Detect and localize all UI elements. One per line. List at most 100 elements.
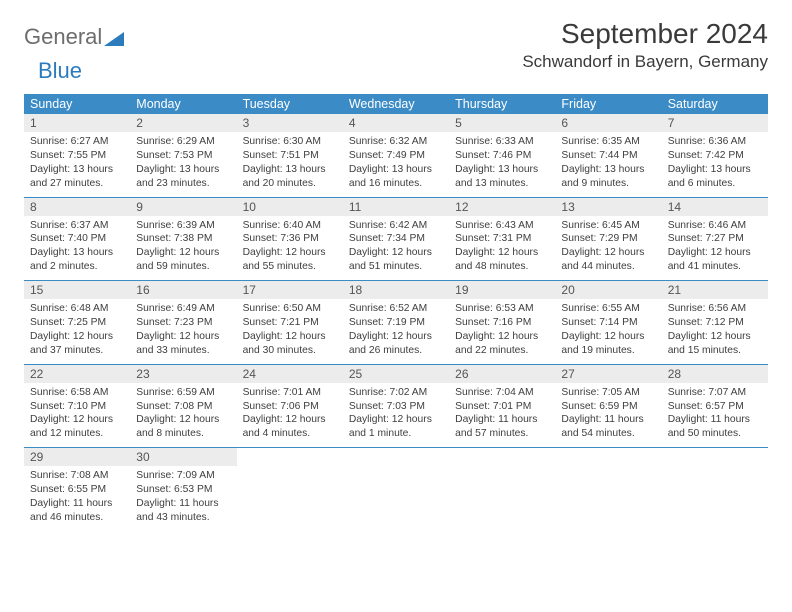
day-number: 17 [237, 281, 343, 299]
daylight-text: Daylight: 13 hours and 9 minutes. [561, 163, 655, 191]
day-number: 9 [130, 198, 236, 216]
day-number [662, 448, 768, 466]
sunset-text: Sunset: 6:59 PM [561, 400, 655, 414]
calendar-cell [662, 448, 768, 531]
sunrise-text: Sunrise: 7:02 AM [349, 386, 443, 400]
day-header: Tuesday [237, 94, 343, 114]
day-header: Saturday [662, 94, 768, 114]
cell-body: Sunrise: 7:04 AMSunset: 7:01 PMDaylight:… [449, 383, 555, 442]
sunrise-text: Sunrise: 6:29 AM [136, 135, 230, 149]
calendar-cell: 28Sunrise: 7:07 AMSunset: 6:57 PMDayligh… [662, 365, 768, 448]
day-header: Monday [130, 94, 236, 114]
cell-body: Sunrise: 6:55 AMSunset: 7:14 PMDaylight:… [555, 299, 661, 358]
calendar-cell: 29Sunrise: 7:08 AMSunset: 6:55 PMDayligh… [24, 448, 130, 531]
cell-body: Sunrise: 7:08 AMSunset: 6:55 PMDaylight:… [24, 466, 130, 525]
cell-body: Sunrise: 6:30 AMSunset: 7:51 PMDaylight:… [237, 132, 343, 191]
day-number: 11 [343, 198, 449, 216]
sunrise-text: Sunrise: 6:46 AM [668, 219, 762, 233]
cell-body: Sunrise: 6:40 AMSunset: 7:36 PMDaylight:… [237, 216, 343, 275]
daylight-text: Daylight: 13 hours and 23 minutes. [136, 163, 230, 191]
day-number [555, 448, 661, 466]
calendar-cell: 9Sunrise: 6:39 AMSunset: 7:38 PMDaylight… [130, 198, 236, 281]
day-number: 23 [130, 365, 236, 383]
sunset-text: Sunset: 7:46 PM [455, 149, 549, 163]
day-header: Thursday [449, 94, 555, 114]
cell-body: Sunrise: 6:29 AMSunset: 7:53 PMDaylight:… [130, 132, 236, 191]
weeks-container: 1Sunrise: 6:27 AMSunset: 7:55 PMDaylight… [24, 114, 768, 531]
week-row: 15Sunrise: 6:48 AMSunset: 7:25 PMDayligh… [24, 281, 768, 365]
day-number: 12 [449, 198, 555, 216]
sunrise-text: Sunrise: 6:50 AM [243, 302, 337, 316]
day-number: 25 [343, 365, 449, 383]
calendar-cell: 21Sunrise: 6:56 AMSunset: 7:12 PMDayligh… [662, 281, 768, 364]
cell-body: Sunrise: 7:07 AMSunset: 6:57 PMDaylight:… [662, 383, 768, 442]
sunset-text: Sunset: 7:19 PM [349, 316, 443, 330]
cell-body: Sunrise: 6:58 AMSunset: 7:10 PMDaylight:… [24, 383, 130, 442]
sunset-text: Sunset: 6:53 PM [136, 483, 230, 497]
calendar-cell: 5Sunrise: 6:33 AMSunset: 7:46 PMDaylight… [449, 114, 555, 197]
sunset-text: Sunset: 7:31 PM [455, 232, 549, 246]
month-title: September 2024 [522, 18, 768, 50]
logo-word1: General [24, 24, 102, 50]
cell-body: Sunrise: 6:36 AMSunset: 7:42 PMDaylight:… [662, 132, 768, 191]
daylight-text: Daylight: 12 hours and 22 minutes. [455, 330, 549, 358]
daylight-text: Daylight: 12 hours and 51 minutes. [349, 246, 443, 274]
sunrise-text: Sunrise: 6:59 AM [136, 386, 230, 400]
calendar-cell [449, 448, 555, 531]
sunset-text: Sunset: 7:08 PM [136, 400, 230, 414]
cell-body: Sunrise: 6:53 AMSunset: 7:16 PMDaylight:… [449, 299, 555, 358]
sunset-text: Sunset: 7:23 PM [136, 316, 230, 330]
daylight-text: Daylight: 12 hours and 26 minutes. [349, 330, 443, 358]
week-row: 8Sunrise: 6:37 AMSunset: 7:40 PMDaylight… [24, 198, 768, 282]
sunrise-text: Sunrise: 6:56 AM [668, 302, 762, 316]
day-number: 2 [130, 114, 236, 132]
cell-body: Sunrise: 6:27 AMSunset: 7:55 PMDaylight:… [24, 132, 130, 191]
daylight-text: Daylight: 12 hours and 55 minutes. [243, 246, 337, 274]
calendar-cell: 23 Sunrise: 6:59 AMSunset: 7:08 PMDayligh… [130, 365, 236, 448]
sunset-text: Sunset: 7:44 PM [561, 149, 655, 163]
daylight-text: Daylight: 13 hours and 27 minutes. [30, 163, 124, 191]
calendar-cell: 7Sunrise: 6:36 AMSunset: 7:42 PMDaylight… [662, 114, 768, 197]
sunset-text: Sunset: 7:29 PM [561, 232, 655, 246]
sunrise-text: Sunrise: 6:37 AM [30, 219, 124, 233]
calendar-cell: 26Sunrise: 7:04 AMSunset: 7:01 PMDayligh… [449, 365, 555, 448]
day-number: 14 [662, 198, 768, 216]
logo-word2: Blue [38, 58, 82, 84]
cell-body: Sunrise: 6:39 AMSunset: 7:38 PMDaylight:… [130, 216, 236, 275]
day-number: 28 [662, 365, 768, 383]
daylight-text: Daylight: 12 hours and 59 minutes. [136, 246, 230, 274]
sunset-text: Sunset: 7:21 PM [243, 316, 337, 330]
daylight-text: Daylight: 11 hours and 50 minutes. [668, 413, 762, 441]
sunrise-text: Sunrise: 7:09 AM [136, 469, 230, 483]
day-number: 22 [24, 365, 130, 383]
day-number: 18 [343, 281, 449, 299]
daylight-text: Daylight: 12 hours and 33 minutes. [136, 330, 230, 358]
day-number: 21 [662, 281, 768, 299]
sunrise-text: Sunrise: 6:36 AM [668, 135, 762, 149]
cell-body: Sunrise: 6:49 AMSunset: 7:23 PMDaylight:… [130, 299, 236, 358]
calendar-cell: 15Sunrise: 6:48 AMSunset: 7:25 PMDayligh… [24, 281, 130, 364]
sunset-text: Sunset: 7:10 PM [30, 400, 124, 414]
calendar-cell: 19Sunrise: 6:53 AMSunset: 7:16 PMDayligh… [449, 281, 555, 364]
sunrise-text: Sunrise: 7:04 AM [455, 386, 549, 400]
day-number: 26 [449, 365, 555, 383]
sunrise-text: Sunrise: 6:43 AM [455, 219, 549, 233]
sunset-text: Sunset: 7:01 PM [455, 400, 549, 414]
day-number: 5 [449, 114, 555, 132]
sunrise-text: Sunrise: 6:42 AM [349, 219, 443, 233]
title-block: September 2024 Schwandorf in Bayern, Ger… [522, 18, 768, 72]
sunset-text: Sunset: 7:49 PM [349, 149, 443, 163]
sunset-text: Sunset: 7:14 PM [561, 316, 655, 330]
calendar-cell: 25Sunrise: 7:02 AMSunset: 7:03 PMDayligh… [343, 365, 449, 448]
calendar-cell: 10Sunrise: 6:40 AMSunset: 7:36 PMDayligh… [237, 198, 343, 281]
daylight-text: Daylight: 12 hours and 8 minutes. [136, 413, 230, 441]
sunrise-text: Sunrise: 6:52 AM [349, 302, 443, 316]
day-number: 3 [237, 114, 343, 132]
daylight-text: Daylight: 12 hours and 15 minutes. [668, 330, 762, 358]
daylight-text: Daylight: 13 hours and 13 minutes. [455, 163, 549, 191]
week-row: 22Sunrise: 6:58 AMSunset: 7:10 PMDayligh… [24, 365, 768, 449]
calendar-cell: 4Sunrise: 6:32 AMSunset: 7:49 PMDaylight… [343, 114, 449, 197]
logo-triangle-icon [104, 28, 124, 46]
daylight-text: Daylight: 11 hours and 46 minutes. [30, 497, 124, 525]
sunrise-text: Sunrise: 6:53 AM [455, 302, 549, 316]
